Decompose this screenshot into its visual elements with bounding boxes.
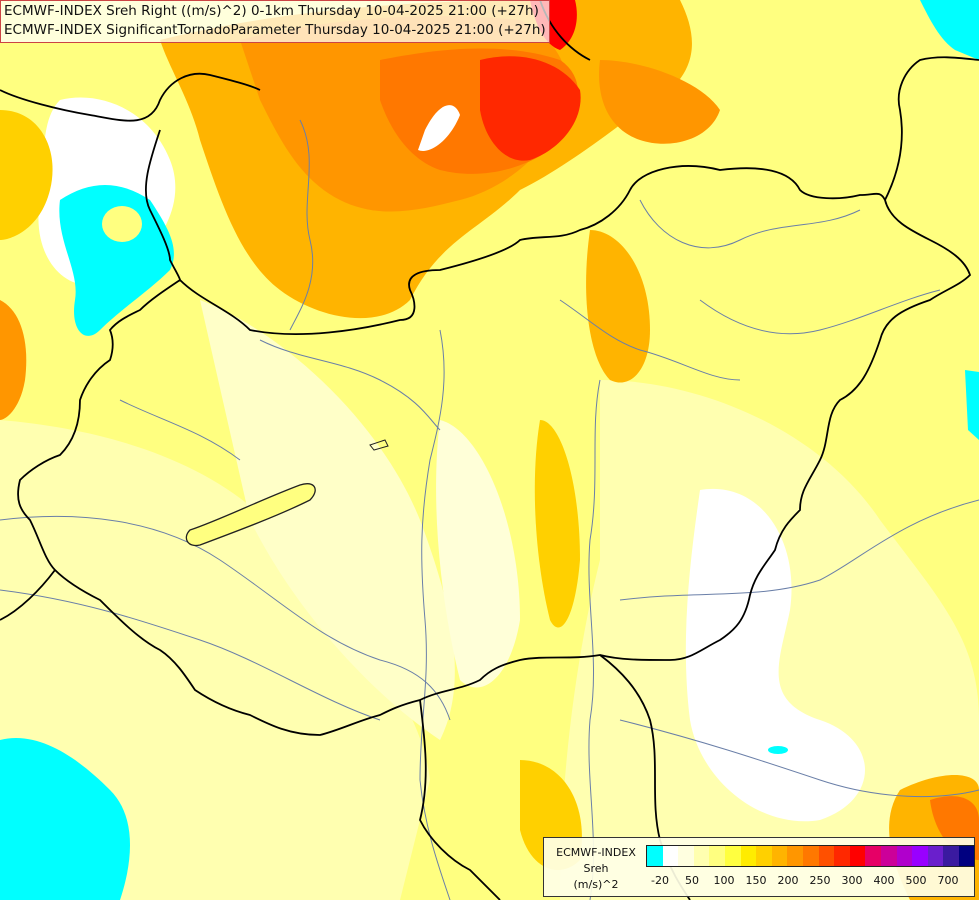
sreh-area-negative-east-edge <box>965 370 979 440</box>
sreh-area-low-central <box>200 300 455 740</box>
legend-tick-label: 200 <box>777 874 799 887</box>
legend-tick-label: 500 <box>905 874 927 887</box>
legend-swatch <box>912 846 928 866</box>
legend-swatch <box>693 846 710 866</box>
sreh-area-negative-sw <box>0 738 130 900</box>
sreh-area-low <box>0 420 430 900</box>
legend-swatch <box>880 846 897 866</box>
sreh-area-elevated-ne <box>599 60 720 144</box>
sreh-spot-negative-se <box>768 746 788 754</box>
legend-swatch <box>943 846 959 866</box>
sreh-area-moderate-central <box>586 230 650 383</box>
color-legend: ECMWF-INDEX Sreh (m/s)^2 -20 50 100 150 200 2… <box>543 837 976 897</box>
map-title-line-1: ECMWF-INDEX Sreh Right ((m/s)^2) 0-1km T… <box>4 3 539 19</box>
legend-swatch <box>896 846 913 866</box>
legend-swatch <box>756 846 772 866</box>
sreh-area-moderate-west <box>0 110 53 240</box>
map-title-line-2: ECMWF-INDEX SignificantTornadoParameter … <box>4 22 546 38</box>
legend-swatch <box>849 846 866 866</box>
legend-swatch <box>709 846 725 866</box>
legend-tick-label: 400 <box>873 874 895 887</box>
legend-tick-labels: -20 50 100 150 200 250 300 400 500 700 <box>646 874 966 890</box>
legend-swatch <box>724 846 741 866</box>
sreh-area-minimal <box>436 420 520 688</box>
sreh-area-moderate-axis <box>534 420 580 628</box>
legend-tick-label: 300 <box>841 874 863 887</box>
legend-title: ECMWF-INDEX Sreh (m/s)^2 <box>550 845 642 893</box>
legend-swatch <box>662 846 679 866</box>
legend-swatch <box>927 846 944 866</box>
rivers <box>0 119 979 900</box>
legend-tick-label: 700 <box>937 874 959 887</box>
legend-swatch <box>834 846 850 866</box>
legend-tick-label: 100 <box>713 874 735 887</box>
sreh-area-very-high-north <box>480 56 581 161</box>
legend-tick-label: 250 <box>809 874 831 887</box>
legend-swatch <box>818 846 835 866</box>
lake-small <box>369 439 389 451</box>
legend-swatch <box>787 846 803 866</box>
legend-swatches <box>646 845 976 867</box>
sreh-area-negative-ne <box>920 0 979 60</box>
legend-swatch <box>678 846 694 866</box>
sreh-area-elevated-west <box>0 300 27 420</box>
legend-swatch <box>865 846 881 866</box>
legend-swatch <box>802 846 819 866</box>
legend-swatch <box>958 846 975 866</box>
sreh-spot-white-north <box>418 105 460 151</box>
sreh-island-nw <box>102 206 142 242</box>
lake-balaton <box>185 483 316 547</box>
legend-tick-label: -20 <box>651 874 669 887</box>
legend-tick-label: 50 <box>685 874 699 887</box>
legend-swatch <box>771 846 788 866</box>
legend-title-line-2: Sreh <box>583 862 609 875</box>
legend-swatch <box>647 846 663 866</box>
legend-title-line-3: (m/s)^2 <box>573 878 619 891</box>
legend-title-line-1: ECMWF-INDEX <box>556 846 636 859</box>
sreh-area-negative-nw <box>59 185 174 336</box>
legend-swatch <box>740 846 757 866</box>
legend-tick-label: 150 <box>745 874 767 887</box>
map-title-box: ECMWF-INDEX Sreh Right ((m/s)^2) 0-1km T… <box>0 0 550 43</box>
sreh-area-near-zero-east <box>685 488 865 822</box>
